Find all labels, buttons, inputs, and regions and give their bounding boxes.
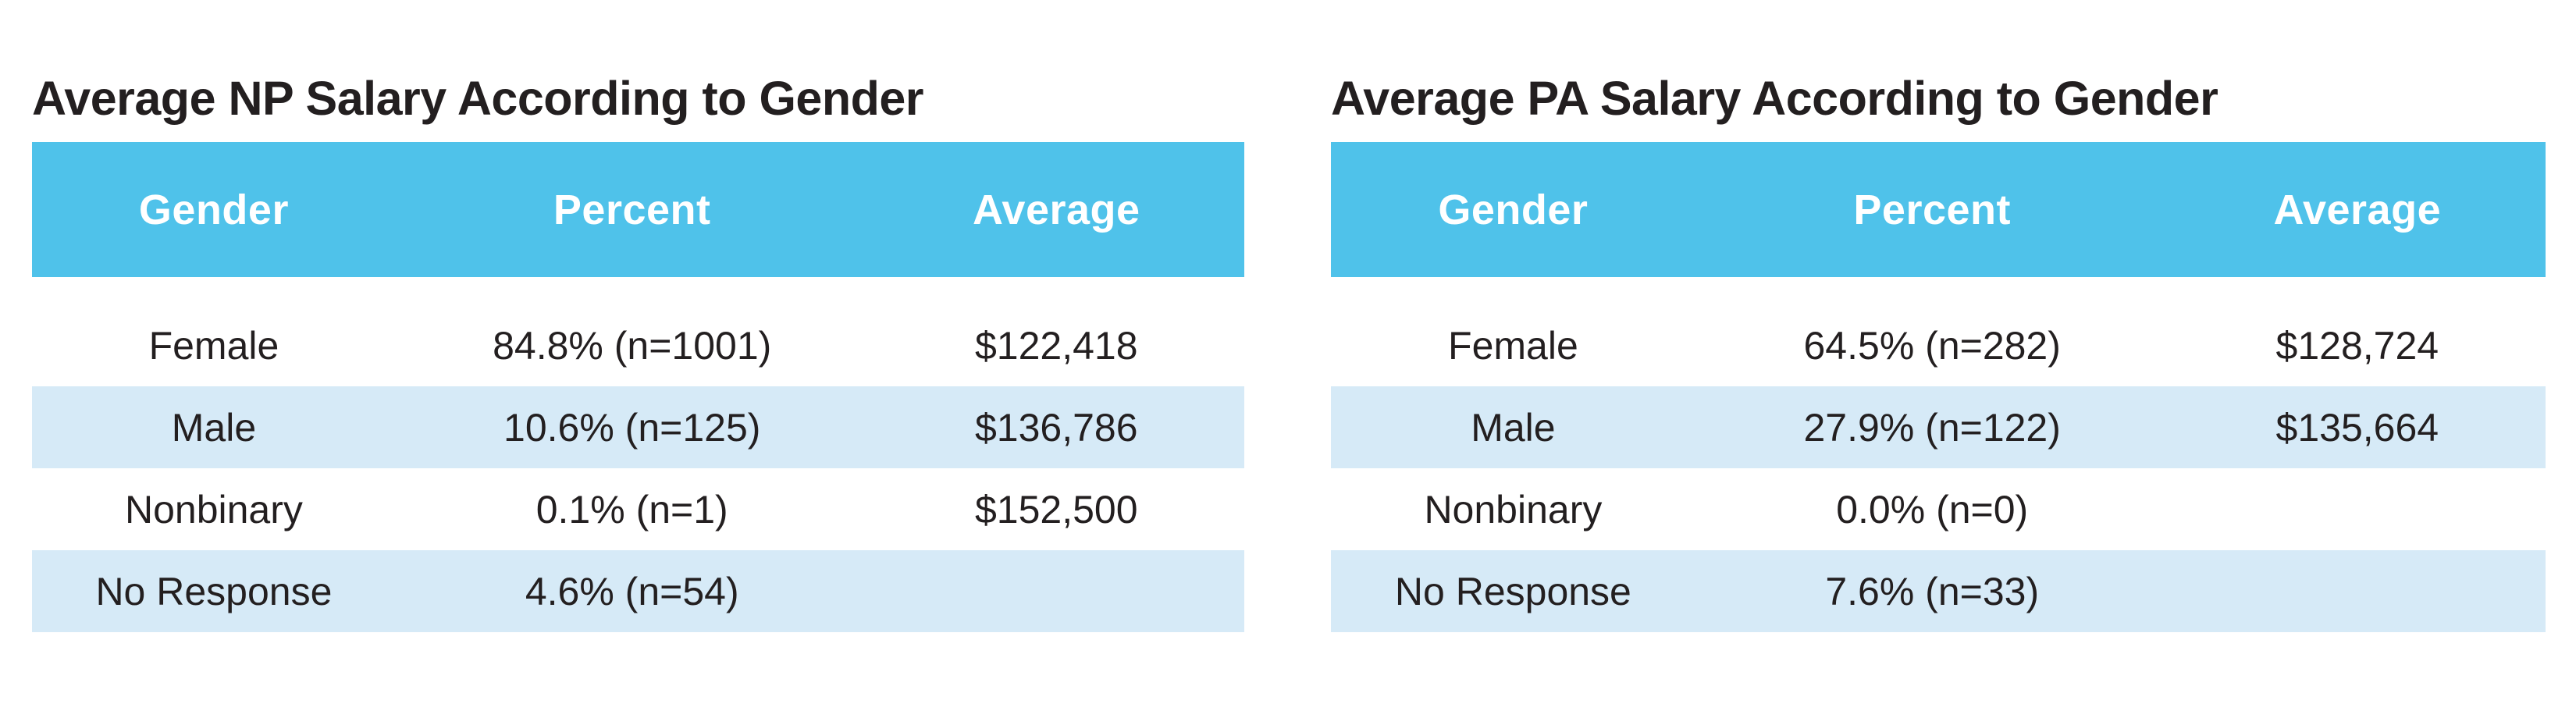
table-row-male: Male 27.9% (n=122) $135,664: [1331, 386, 2546, 468]
np-table-title: Average NP Salary According to Gender: [32, 71, 924, 125]
cell-gender: No Response: [95, 569, 333, 613]
cell-percent: 0.0% (n=0): [1836, 487, 2029, 531]
column-header-gender: Gender: [1438, 186, 1589, 233]
np-salary-table: Average NP Salary According to Gender Ge…: [32, 0, 1244, 711]
table-row-nonbinary: Nonbinary 0.0% (n=0): [1331, 468, 2546, 550]
table-row-male: Male 10.6% (n=125) $136,786: [32, 386, 1244, 468]
cell-gender: Nonbinary: [124, 487, 303, 531]
cell-average: $122,418: [974, 323, 1138, 368]
cell-average: [2169, 468, 2546, 550]
column-header-average: Average: [972, 186, 1140, 233]
np-table-body: Female 84.8% (n=1001) $122,418 Male 10.6…: [32, 304, 1244, 632]
cell-average: $128,724: [2275, 323, 2439, 368]
cell-percent: 10.6% (n=125): [503, 405, 761, 450]
cell-average: $152,500: [974, 487, 1138, 531]
pa-table-body: Female 64.5% (n=282) $128,724 Male 27.9%…: [1331, 304, 2546, 632]
cell-average: $135,664: [2275, 405, 2439, 450]
cell-percent: 64.5% (n=282): [1803, 323, 2061, 368]
pa-table-title: Average PA Salary According to Gender: [1331, 71, 2218, 125]
table-row-no-response: No Response 7.6% (n=33): [1331, 550, 2546, 632]
cell-gender: Nonbinary: [1424, 487, 1603, 531]
pa-table-header-row: Gender Percent Average: [1331, 142, 2546, 277]
cell-gender: No Response: [1394, 569, 1631, 613]
cell-gender: Male: [1471, 405, 1556, 450]
np-table-header-row: Gender Percent Average: [32, 142, 1244, 277]
pa-salary-table: Average PA Salary According to Gender Ge…: [1331, 0, 2546, 711]
table-row-no-response: No Response 4.6% (n=54): [32, 550, 1244, 632]
cell-percent: 4.6% (n=54): [525, 569, 739, 613]
cell-percent: 27.9% (n=122): [1803, 405, 2061, 450]
column-header-gender: Gender: [138, 186, 289, 233]
column-header-percent: Percent: [1853, 186, 2012, 233]
cell-average: [2169, 550, 2546, 632]
cell-gender: Female: [1448, 323, 1578, 368]
table-row-female: Female 84.8% (n=1001) $122,418: [32, 304, 1244, 386]
column-header-percent: Percent: [553, 186, 711, 233]
table-row-nonbinary: Nonbinary 0.1% (n=1) $152,500: [32, 468, 1244, 550]
cell-percent: 7.6% (n=33): [1825, 569, 2040, 613]
table-row-female: Female 64.5% (n=282) $128,724: [1331, 304, 2546, 386]
column-header-average: Average: [2273, 186, 2442, 233]
cell-gender: Male: [171, 405, 257, 450]
cell-average: [869, 550, 1244, 632]
cell-average: $136,786: [974, 405, 1138, 450]
cell-percent: 0.1% (n=1): [535, 487, 728, 531]
cell-percent: 84.8% (n=1001): [493, 323, 772, 368]
cell-gender: Female: [148, 323, 279, 368]
